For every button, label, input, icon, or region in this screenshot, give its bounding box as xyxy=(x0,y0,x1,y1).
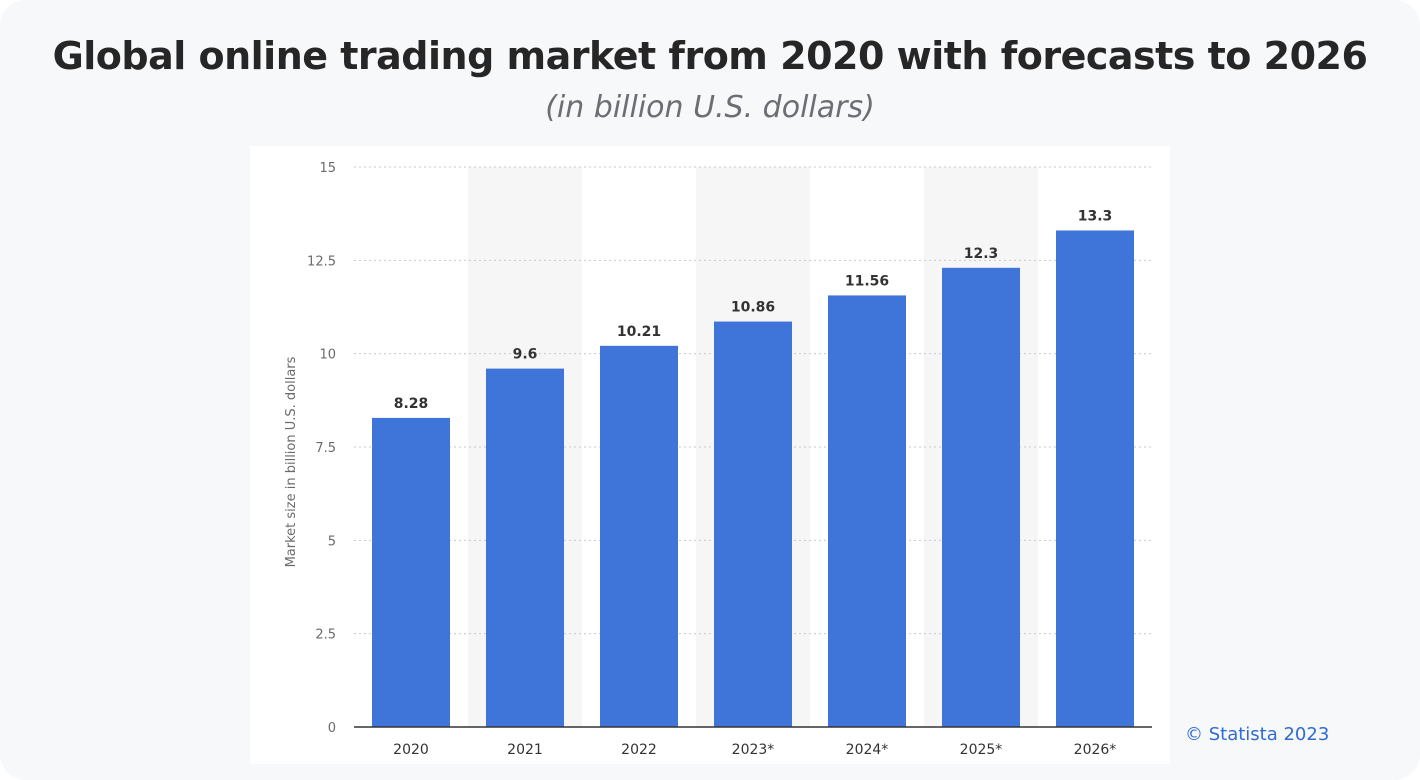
y-tick-label: 0 xyxy=(328,721,336,736)
chart-title: Global online trading market from 2020 w… xyxy=(52,34,1368,78)
y-tick-label: 15 xyxy=(319,161,336,176)
bar xyxy=(600,345,678,727)
bar-value-label: 10.86 xyxy=(731,300,775,316)
bar xyxy=(372,417,450,727)
x-tick-label: 2024* xyxy=(846,742,889,758)
bar xyxy=(942,267,1020,727)
y-tick-label: 7.5 xyxy=(315,441,336,456)
bar-value-label: 12.3 xyxy=(964,246,999,262)
x-tick-label: 2025* xyxy=(960,742,1003,758)
x-tick-label: 2021 xyxy=(507,742,543,758)
x-tick-label: 2023* xyxy=(732,742,775,758)
bar xyxy=(486,368,564,727)
x-tick-label: 2026* xyxy=(1074,742,1117,758)
y-tick-label: 5 xyxy=(328,534,336,549)
bar-value-label: 10.21 xyxy=(617,324,661,340)
x-tick-label: 2022 xyxy=(621,742,657,758)
bar xyxy=(1056,230,1134,727)
chart-subtitle: (in billion U.S. dollars) xyxy=(545,90,875,125)
bar xyxy=(714,321,792,727)
y-axis-title: Market size in billion U.S. dollars xyxy=(284,356,299,567)
bar-value-label: 8.28 xyxy=(394,396,429,412)
bar-value-label: 9.6 xyxy=(513,347,538,363)
bar-value-label: 13.3 xyxy=(1078,208,1113,224)
y-tick-label: 2.5 xyxy=(315,628,336,643)
bar xyxy=(828,295,906,727)
y-tick-label: 10 xyxy=(319,348,336,363)
statista-copyright-link[interactable]: © Statista 2023 xyxy=(1185,724,1330,745)
y-tick-label: 12.5 xyxy=(307,254,336,269)
bar-value-label: 11.56 xyxy=(845,273,889,289)
x-tick-label: 2020 xyxy=(393,742,429,758)
